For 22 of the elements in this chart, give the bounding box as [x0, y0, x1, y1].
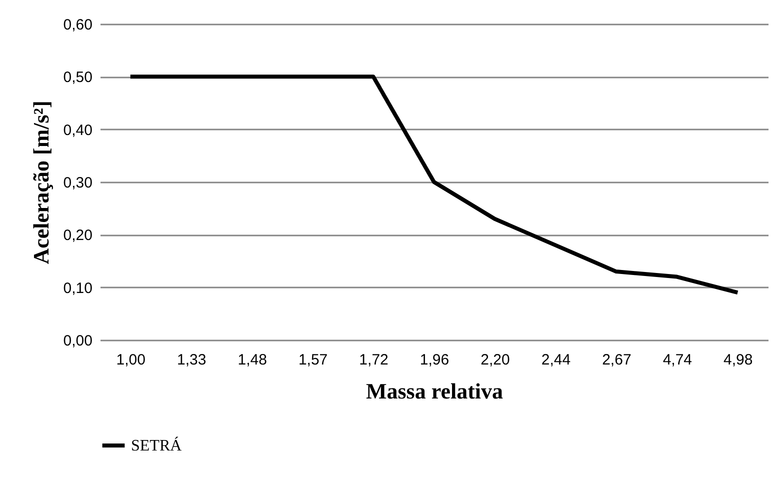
x-tick-label: 1,00 — [116, 352, 146, 368]
x-axis-title: Massa relativa — [366, 378, 504, 404]
x-tick-label: 2,44 — [541, 352, 571, 368]
y-tick-label: 0,30 — [63, 174, 92, 192]
y-tick-label: 0,00 — [63, 332, 92, 350]
x-tick-label: 1,57 — [298, 352, 328, 368]
x-tick-label: 4,98 — [724, 352, 753, 368]
x-tick-label: 1,33 — [176, 352, 206, 368]
x-tick-label: 4,74 — [662, 352, 692, 368]
y-tick-label: 0,10 — [63, 280, 92, 297]
y-tick-label: 0,20 — [63, 227, 92, 244]
x-tick-label: 2,67 — [602, 352, 632, 368]
x-tick-label: 1,96 — [420, 352, 450, 368]
y-axis-title: Aceleração [m/s²] — [28, 100, 54, 264]
y-tick-label: 0,40 — [63, 122, 92, 139]
x-tick-label: 2,20 — [480, 352, 510, 368]
line-series — [128, 74, 740, 295]
legend-label: SETRÁ — [131, 436, 182, 454]
x-tick-label: 1,48 — [238, 352, 267, 368]
y-tick-label: 0,60 — [63, 16, 92, 34]
y-tick-label: 0,50 — [63, 69, 92, 86]
x-tick-label: 1,72 — [359, 352, 388, 368]
